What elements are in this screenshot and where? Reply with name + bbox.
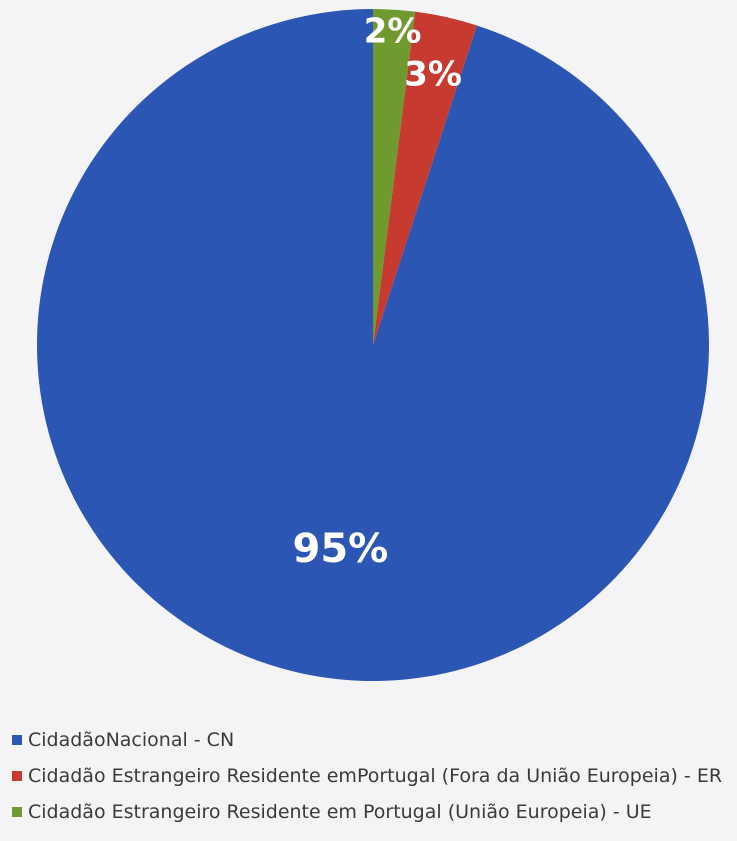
- pie-slice-er: [373, 11, 477, 346]
- data-label-ue: 2%: [364, 12, 422, 52]
- pie-slice-ue: [373, 9, 416, 345]
- legend-label-ue: Cidadão Estrangeiro Residente em Portuga…: [28, 801, 652, 823]
- legend-item-cn: CidadãoNacional - CN: [12, 722, 737, 758]
- legend-item-er: Cidadão Estrangeiro Residente emPortugal…: [12, 758, 737, 794]
- legend-label-cn: CidadãoNacional - CN: [28, 729, 235, 751]
- legend-swatch-er: [12, 771, 22, 781]
- pie-slice-cn: [36, 9, 709, 682]
- data-label-er: 3%: [404, 55, 462, 95]
- pie-chart-svg: 95% 3%2%: [36, 9, 709, 682]
- legend-swatch-ue: [12, 807, 22, 817]
- legend-swatch-cn: [12, 735, 22, 745]
- legend-label-er: Cidadão Estrangeiro Residente emPortugal…: [28, 765, 723, 787]
- data-label-cn: 95%: [293, 526, 389, 572]
- legend-item-ue: Cidadão Estrangeiro Residente em Portuga…: [12, 794, 737, 830]
- legend: CidadãoNacional - CN Cidadão Estrangeiro…: [12, 722, 737, 830]
